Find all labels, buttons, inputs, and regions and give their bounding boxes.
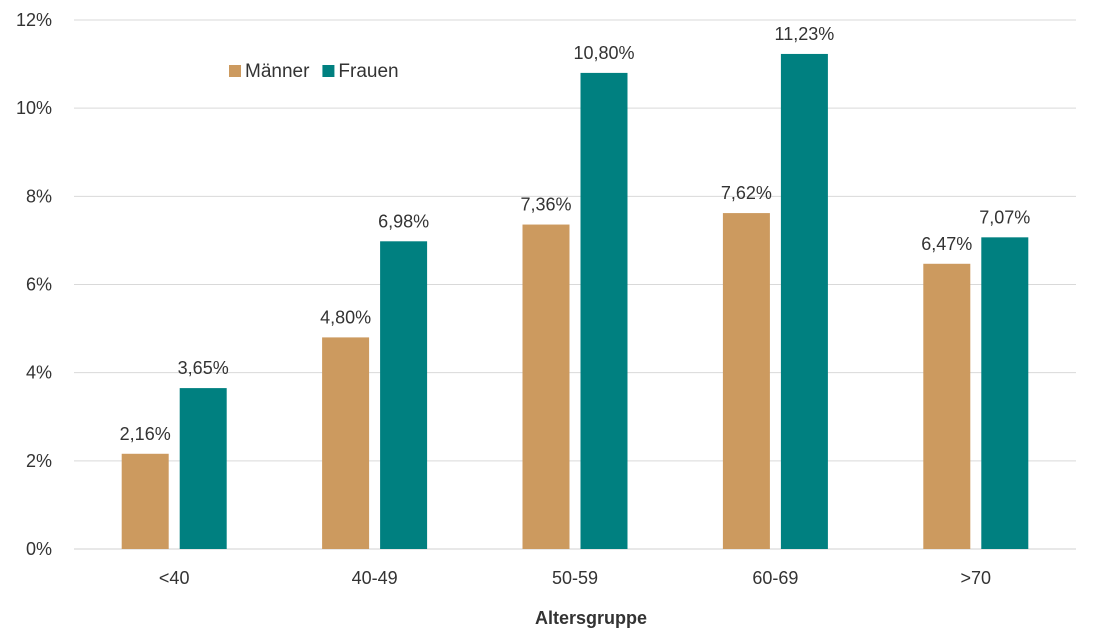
y-tick-label: 0% xyxy=(26,539,52,559)
gridlines xyxy=(74,19,1076,550)
x-tick-label: <40 xyxy=(159,568,190,588)
data-label-frauen: 10,80% xyxy=(573,43,634,63)
x-tick-label: >70 xyxy=(961,568,992,588)
bars xyxy=(121,53,1029,550)
y-tick-label: 2% xyxy=(26,451,52,471)
y-tick-label: 6% xyxy=(26,275,52,295)
x-tick-label: 50-59 xyxy=(552,568,598,588)
legend: Männer Frauen xyxy=(229,61,399,82)
x-axis-title: Altersgruppe xyxy=(535,608,647,628)
y-tick-label: 12% xyxy=(16,10,52,30)
x-axis-tick-labels: <40 40-49 50-59 60-69 >70 xyxy=(159,568,991,588)
bar-m-nner xyxy=(722,213,770,549)
data-label-m-nner: 2,16% xyxy=(120,424,171,444)
bar-frauen xyxy=(179,388,227,549)
data-label-m-nner: 4,80% xyxy=(320,307,371,327)
data-label-m-nner: 6,47% xyxy=(921,234,972,254)
legend-swatch-m-nner xyxy=(229,65,241,77)
legend-swatch-frauen xyxy=(322,65,335,77)
data-label-frauen: 7,07% xyxy=(979,207,1030,227)
data-label-frauen: 11,23% xyxy=(775,24,835,44)
y-axis-tick-labels: 0% 2% 4% 6% 8% 10% 12% xyxy=(16,10,52,559)
data-label-frauen: 3,65% xyxy=(178,358,229,378)
bar-m-nner xyxy=(121,453,169,549)
data-label-m-nner: 7,36% xyxy=(520,195,571,215)
y-tick-label: 4% xyxy=(26,363,52,383)
bar-frauen xyxy=(780,53,828,550)
bar-m-nner xyxy=(923,263,971,549)
legend-label-frauen: Frauen xyxy=(338,61,398,82)
legend-label-m-nner: Männer xyxy=(245,61,310,82)
y-tick-label: 10% xyxy=(16,98,52,118)
bar-m-nner xyxy=(522,224,570,549)
x-tick-label: 60-69 xyxy=(752,568,798,588)
data-label-frauen: 6,98% xyxy=(378,211,429,231)
bar-frauen xyxy=(580,72,628,550)
bar-frauen xyxy=(981,237,1029,550)
data-label-m-nner: 7,62% xyxy=(721,183,772,203)
y-tick-label: 8% xyxy=(26,186,52,206)
data-labels: 2,16% 3,65% 4,80% 6,98% 7,36% 10,80% 7,62% 11,2… xyxy=(120,24,1031,444)
x-tick-label: 40-49 xyxy=(352,568,398,588)
bar-frauen xyxy=(380,241,428,549)
bar-m-nner xyxy=(322,337,370,549)
